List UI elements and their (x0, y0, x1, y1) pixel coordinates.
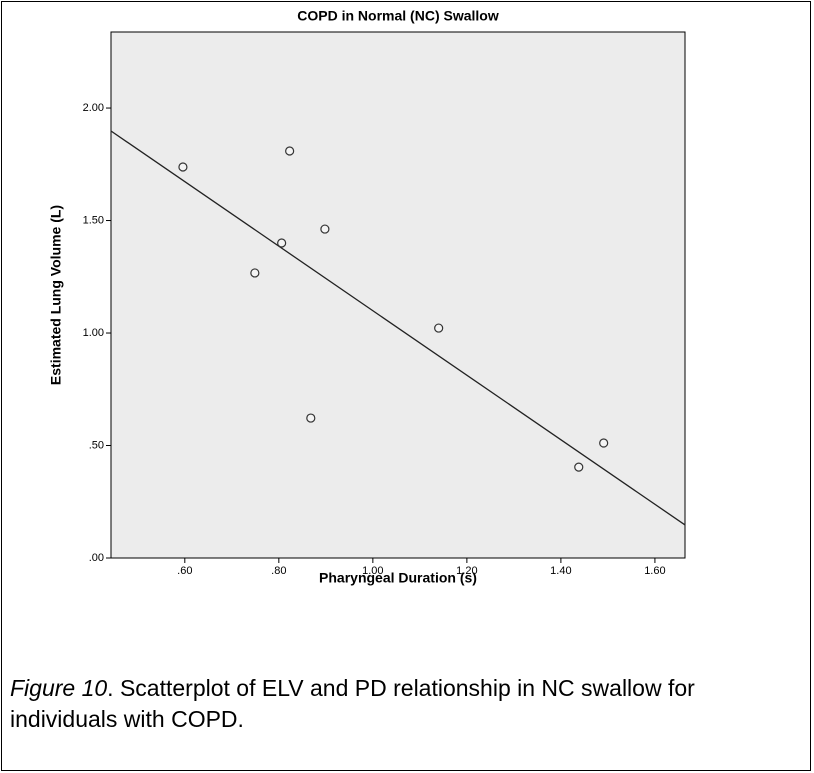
point (306, 413, 316, 423)
y-tick-label: .00 (89, 552, 104, 564)
caption: Figure 10. Scatterplot of ELV and PD rel… (10, 673, 800, 735)
point (250, 268, 260, 278)
x-axis-label: Pharyngeal Duration (s) (319, 570, 477, 586)
chart-title: COPD in Normal (NC) Swallow (297, 8, 499, 24)
x-tick-label: 1.00 (362, 565, 383, 577)
y-tick-label: 1.50 (83, 214, 104, 226)
y-axis-label: Estimated Lung Volume (L) (48, 205, 64, 385)
point (320, 224, 330, 234)
fit-line (110, 130, 686, 526)
x-tick-label: 1.60 (644, 565, 665, 577)
y-tick-label: .50 (89, 439, 104, 451)
point (574, 462, 584, 472)
point (599, 438, 609, 448)
y-tick-label: 1.00 (83, 327, 104, 339)
chart: COPD in Normal (NC) Swallow Pharyngeal D… (48, 8, 686, 586)
y-tick-label: 2.00 (83, 102, 104, 114)
plot-area (110, 31, 686, 559)
point (178, 162, 188, 172)
caption-label: Figure 10 (10, 675, 108, 701)
point (285, 146, 295, 156)
x-tick-label: .60 (177, 565, 192, 577)
caption-text: . Scatterplot of ELV and PD relationship… (10, 675, 695, 732)
x-tick-label: 1.40 (550, 565, 571, 577)
point (434, 323, 444, 333)
x-tick-label: 1.20 (456, 565, 477, 577)
point (277, 238, 287, 248)
x-tick-label: .80 (271, 565, 286, 577)
